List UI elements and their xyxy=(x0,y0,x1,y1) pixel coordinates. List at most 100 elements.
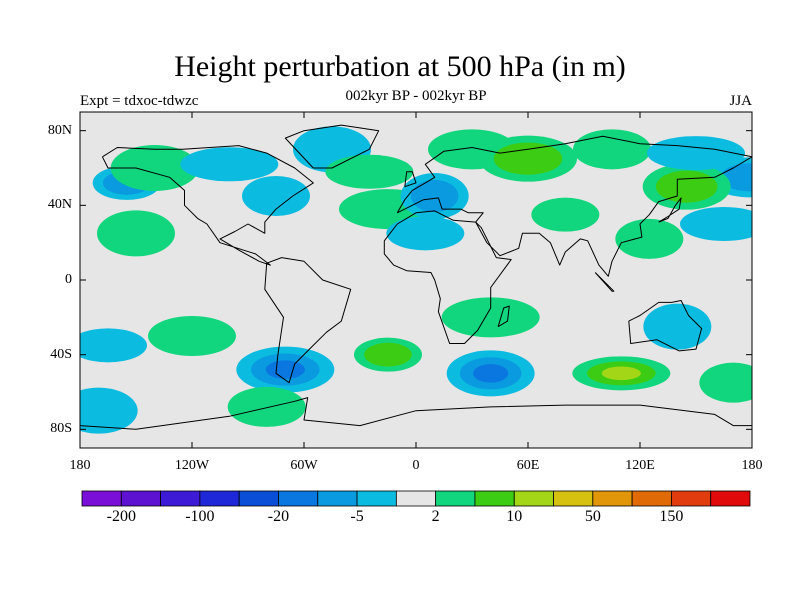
colorbar-swatch xyxy=(356,490,397,507)
anomaly-contour xyxy=(325,154,414,189)
colorbar-swatch xyxy=(317,490,358,507)
anomaly-contour xyxy=(265,360,305,379)
colorbar-label: -20 xyxy=(267,508,290,525)
coastline xyxy=(383,210,512,344)
anomaly-contour xyxy=(615,218,684,259)
coastline xyxy=(658,197,682,223)
lon-label: 60E xyxy=(516,458,540,473)
anomaly-contour xyxy=(364,342,412,367)
colorbar-swatch xyxy=(278,490,319,507)
anomaly-region xyxy=(236,346,335,393)
plot-title: Height perturbation at 500 hPa (in m) xyxy=(174,50,626,83)
lon-label: 120W xyxy=(174,458,210,473)
anomaly-region xyxy=(479,135,577,182)
anomaly-region xyxy=(148,316,236,356)
colorbar-swatch xyxy=(81,490,122,507)
anomaly-contour xyxy=(531,197,600,232)
experiment-label: Expt = tdxoc-tdwzc xyxy=(80,93,199,109)
lat-label: 80S xyxy=(50,421,72,437)
anomaly-region xyxy=(80,328,147,363)
anomaly-region xyxy=(242,176,310,216)
coastline xyxy=(80,397,752,430)
colorbar-swatch xyxy=(160,490,201,507)
anomaly-contour xyxy=(655,170,718,203)
lon-label: 0 xyxy=(412,458,420,473)
colorbar-label: 50 xyxy=(584,508,601,525)
anomaly-region xyxy=(354,337,422,372)
coastline xyxy=(396,135,752,277)
anomaly-region xyxy=(441,297,540,338)
anomaly-contour xyxy=(227,386,306,427)
axis-ticks xyxy=(79,112,753,448)
height-anomaly-field xyxy=(80,112,752,448)
anomaly-contour xyxy=(148,316,236,356)
anomaly-contour xyxy=(242,176,310,216)
lon-label: 120E xyxy=(625,458,655,473)
colorbar-swatch xyxy=(238,490,279,507)
lat-label: 40N xyxy=(47,197,72,213)
anomaly-region xyxy=(642,163,731,210)
anomaly-region xyxy=(400,173,469,219)
coastline xyxy=(264,257,352,384)
anomaly-region xyxy=(180,147,279,182)
plot-subtitle: 002kyr BP - 002kyr BP xyxy=(345,88,487,104)
anomaly-region xyxy=(647,136,745,171)
colorbar-label: 10 xyxy=(506,508,523,525)
coastline xyxy=(628,300,703,352)
coastline xyxy=(101,145,314,266)
colorbar-swatch xyxy=(710,490,751,507)
anomaly-contour xyxy=(601,366,641,381)
anomaly-contour xyxy=(80,387,138,434)
anomaly-region xyxy=(97,210,175,257)
colorbar-swatch xyxy=(199,490,240,507)
anomaly-contour xyxy=(441,297,540,338)
anomaly-region xyxy=(699,362,752,403)
anomaly-region xyxy=(446,350,535,397)
colorbar-swatch xyxy=(474,490,515,507)
anomaly-region xyxy=(227,386,306,427)
anomaly-contour xyxy=(386,216,465,251)
lon-label: 180 xyxy=(69,458,91,473)
colorbar-label: -200 xyxy=(106,508,136,525)
colorbar xyxy=(81,490,751,507)
colorbar-swatch xyxy=(592,490,633,507)
anomaly-contour xyxy=(493,142,563,175)
anomaly-region xyxy=(531,197,600,232)
colorbar-swatch xyxy=(671,490,712,507)
lon-label: 180 xyxy=(741,458,763,473)
anomaly-contour xyxy=(680,207,752,241)
colorbar-label: -5 xyxy=(350,508,364,525)
anomaly-contour xyxy=(699,362,752,403)
anomaly-contour xyxy=(110,145,199,191)
anomaly-region xyxy=(573,129,651,170)
colorbar-swatch xyxy=(435,490,476,507)
coastline xyxy=(284,124,380,169)
anomaly-region xyxy=(80,387,138,434)
season-label: JJA xyxy=(729,93,752,109)
colorbar-swatch xyxy=(553,490,594,507)
coastline xyxy=(594,272,615,292)
lon-label: 60W xyxy=(290,458,318,473)
colorbar-label: 2 xyxy=(431,508,440,525)
colorbar-swatch xyxy=(395,490,437,507)
lat-label: 0 xyxy=(65,272,72,287)
colorbar-swatch xyxy=(120,490,161,507)
colorbar-swatch xyxy=(513,490,554,507)
coastline xyxy=(404,171,417,188)
anomaly-contour xyxy=(410,179,459,213)
anomaly-contour xyxy=(643,303,712,350)
anomaly-region xyxy=(615,218,684,259)
anomaly-region xyxy=(680,207,752,241)
coastline xyxy=(497,305,510,328)
anomaly-region xyxy=(325,154,414,189)
anomaly-region xyxy=(572,356,671,391)
anomaly-contour xyxy=(80,328,147,363)
anomaly-contour xyxy=(473,364,509,383)
anomaly-contour xyxy=(97,210,175,257)
anomaly-contour xyxy=(180,147,279,182)
anomaly-contour xyxy=(573,129,651,170)
colorbar-label: -100 xyxy=(185,508,215,525)
colorbar-swatch xyxy=(631,490,672,507)
anomaly-contour xyxy=(647,136,745,171)
